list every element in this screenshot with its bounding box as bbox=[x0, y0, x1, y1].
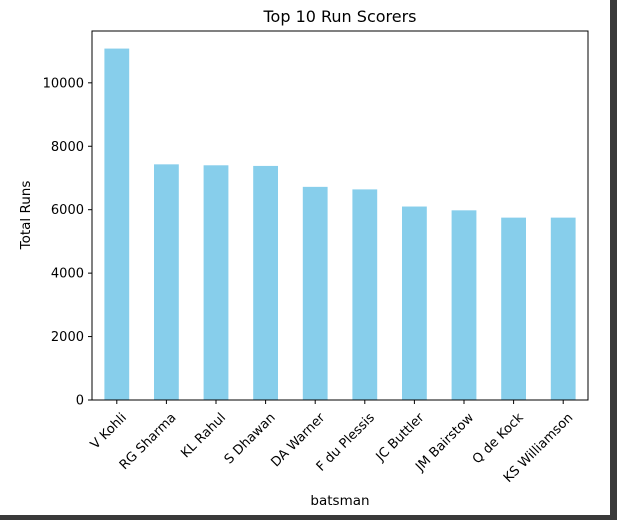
bars-group bbox=[104, 48, 576, 400]
bar-9 bbox=[550, 217, 576, 400]
y-tick-label: 6000 bbox=[51, 203, 84, 218]
plot-frame bbox=[91, 30, 589, 401]
chart-title: Top 10 Run Scorers bbox=[262, 7, 416, 26]
bar-6 bbox=[402, 206, 427, 400]
bar-0 bbox=[104, 48, 130, 400]
bar-1 bbox=[154, 164, 179, 400]
bar-chart: Top 10 Run Scorers Total Runs batsman 0 2… bbox=[18, 7, 589, 509]
bar-7 bbox=[451, 210, 477, 400]
y-tick-label: 0 bbox=[76, 394, 84, 409]
figure-canvas: Top 10 Run Scorers Total Runs batsman 0 2… bbox=[0, 0, 610, 515]
bar-4 bbox=[302, 186, 328, 400]
bar-2 bbox=[203, 165, 229, 400]
x-tick-label: V Kohli bbox=[88, 410, 130, 452]
y-axis-ticks: 0 2000 4000 6000 8000 10000 bbox=[43, 76, 92, 409]
x-axis-title: batsman bbox=[310, 493, 369, 509]
y-tick-label: 10000 bbox=[43, 76, 84, 91]
y-tick-label: 2000 bbox=[51, 330, 84, 345]
bar-8 bbox=[501, 217, 526, 400]
bar-5 bbox=[352, 189, 378, 400]
x-tick-label: KL Rahul bbox=[178, 410, 229, 461]
y-tick-label: 4000 bbox=[51, 267, 84, 282]
y-axis-title: Total Runs bbox=[18, 181, 34, 251]
bar-3 bbox=[253, 165, 278, 400]
y-tick-label: 8000 bbox=[51, 140, 84, 155]
